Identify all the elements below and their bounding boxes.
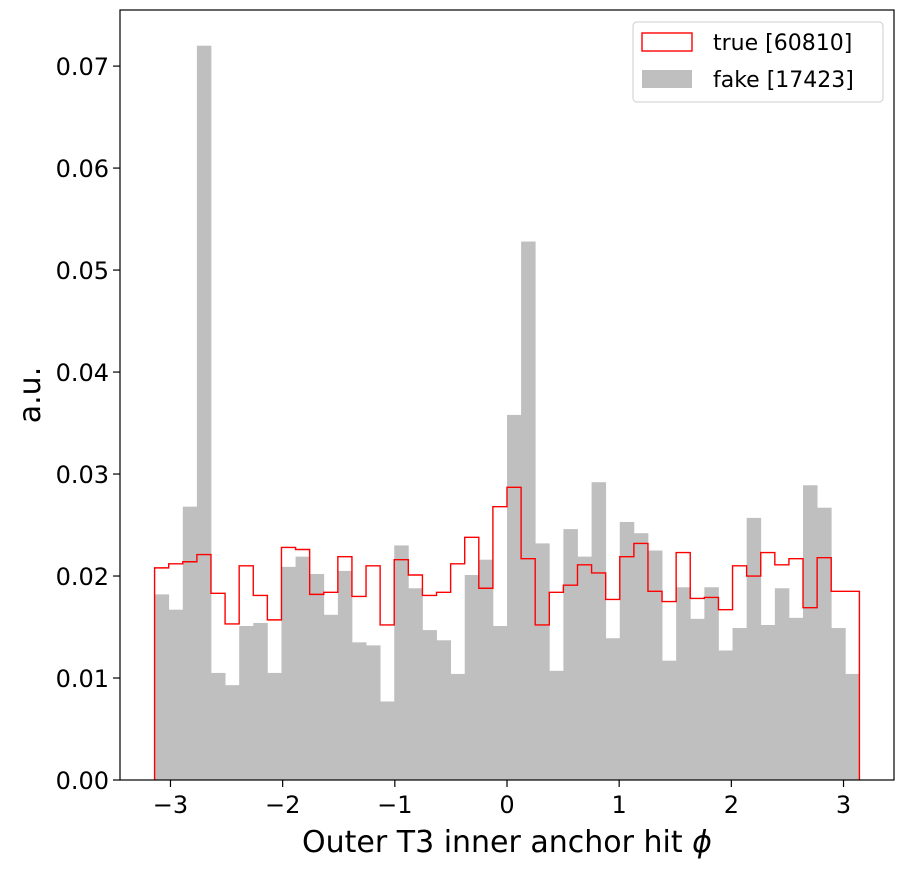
fake-bin-bar [563, 529, 578, 780]
fake-bin-bar [239, 626, 254, 780]
y-tick-label: 0.00 [56, 767, 109, 795]
y-axis-label: a.u. [13, 367, 48, 423]
fake-bin-bar [577, 556, 592, 780]
y-tick-label: 0.07 [56, 53, 109, 81]
fake-bin-bar [436, 640, 452, 780]
fake-bin-bar [788, 617, 804, 780]
fake-bin-bar [619, 521, 635, 780]
x-tick-label: 3 [836, 791, 851, 819]
fake-bin-bar [464, 575, 480, 780]
y-axis-ticks: 0.00 0.01 0.02 0.03 0.04 0.05 0.06 0.07 [56, 53, 120, 795]
fake-bin-bar [817, 507, 832, 780]
fake-bin-bar [253, 622, 268, 780]
fake-bin-bar [633, 533, 649, 780]
fake-bin-bar [210, 672, 226, 780]
fake-bin-bar [182, 506, 198, 780]
y-tick-label: 0.03 [56, 461, 109, 489]
legend-true-swatch [641, 32, 693, 52]
legend-box [632, 21, 884, 103]
fake-bin-bar [337, 570, 353, 780]
fake-bin-bar [760, 624, 776, 780]
fake-bin-bar [591, 482, 607, 780]
fake-bin-bar [408, 588, 423, 780]
fake-bin-bar [746, 517, 762, 780]
fake-bin-bar [605, 638, 621, 780]
fake-bin-bar [647, 550, 663, 780]
x-tick-label: 2 [724, 791, 739, 819]
x-tick-label: −1 [377, 791, 412, 819]
y-tick-label: 0.02 [56, 563, 109, 591]
legend: true [60810] fake [17423] [632, 21, 884, 103]
fake-bin-bar [450, 673, 466, 780]
fake-bin-bar [803, 485, 818, 780]
y-tick-label: 0.06 [56, 155, 109, 183]
fake-bin-bar [845, 673, 860, 780]
fake-bin-bar [507, 414, 522, 780]
fake-bin-bar [323, 614, 339, 780]
x-tick-label: −2 [265, 791, 300, 819]
fake-bin-bar [521, 241, 536, 780]
y-tick-label: 0.01 [56, 665, 109, 693]
fake-bin-bar [394, 545, 409, 780]
legend-true-label: true [60810] [713, 31, 852, 56]
fake-bin-bar [281, 566, 296, 780]
y-tick-label: 0.05 [56, 257, 109, 285]
fake-bin-bar [535, 543, 550, 780]
fake-bin-bar [676, 587, 691, 780]
fake-bin-bar [774, 588, 790, 780]
fake-bin-bar [492, 626, 508, 780]
fake-bin-bar [422, 630, 437, 780]
x-tick-label: 0 [499, 791, 514, 819]
fake-bin-bar [732, 628, 748, 780]
x-tick-label: −3 [153, 791, 188, 819]
fake-bin-bar [718, 650, 733, 780]
legend-fake-swatch [642, 70, 692, 88]
fake-bin-bar [168, 609, 184, 780]
y-tick-label: 0.04 [56, 359, 109, 387]
fake-bin-bar [831, 628, 846, 780]
fake-bin-bar [380, 701, 395, 780]
fake-histogram-bars [154, 45, 860, 780]
x-axis-label: Outer T3 inner anchor hit ϕ [302, 825, 712, 860]
x-axis-ticks: −3 −2 −1 0 1 2 3 [153, 780, 851, 819]
fake-bin-bar [295, 556, 311, 780]
fake-bin-bar [309, 573, 325, 780]
fake-bin-bar [704, 587, 719, 780]
fake-bin-bar [267, 672, 282, 780]
fake-bin-bar [196, 45, 212, 780]
true-histogram-step [153, 486, 861, 780]
fake-bin-bar [549, 670, 564, 780]
fake-bin-bar [351, 642, 367, 780]
fake-bin-bar [478, 559, 494, 780]
fake-bin-bar [225, 685, 240, 780]
x-tick-label: 1 [612, 791, 627, 819]
fake-bin-bar [662, 660, 677, 780]
legend-fake-label: fake [17423] [713, 68, 854, 93]
fake-bin-bar [366, 645, 381, 780]
fake-bin-bar [154, 594, 170, 780]
fake-bin-bar [690, 618, 705, 780]
